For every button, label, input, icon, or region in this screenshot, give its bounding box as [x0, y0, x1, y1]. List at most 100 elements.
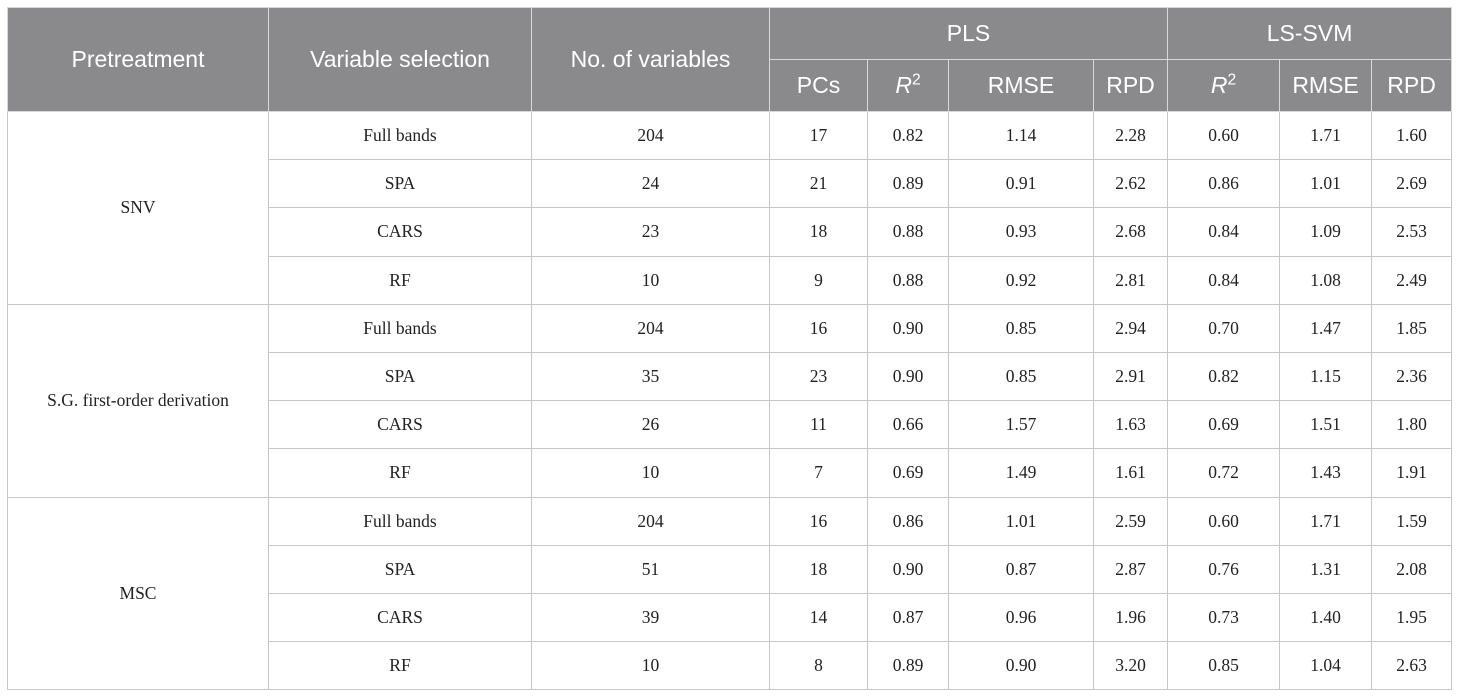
variable-selection-cell: CARS: [268, 400, 532, 450]
header-row-1: Pretreatment Variable selection No. of v…: [7, 7, 1453, 112]
pls-rpd-cell: 3.20: [1092, 641, 1169, 691]
no-of-variables-cell: 51: [531, 544, 770, 594]
svm-rmse-cell: 1.15: [1279, 351, 1373, 402]
pls-pcs-cell: 11: [769, 400, 868, 450]
header-pls-r2: R2: [867, 59, 949, 112]
pls-r2-cell: 0.90: [867, 351, 949, 402]
svm-rmse-cell: 1.08: [1279, 255, 1373, 305]
svm-rpd-cell: 1.60: [1371, 110, 1453, 161]
pls-pcs-cell: 9: [769, 255, 868, 305]
svm-rmse-cell: 1.01: [1279, 159, 1373, 209]
svm-r2-cell: 0.73: [1167, 592, 1281, 643]
svm-r2-cell: 0.84: [1167, 207, 1281, 257]
header-pretreatment: Pretreatment: [7, 7, 269, 112]
no-of-variables-cell: 10: [531, 255, 770, 305]
pls-r2-cell: 0.90: [867, 544, 949, 594]
pretreatment-cell: S.G. first-order derivation: [7, 303, 269, 498]
pretreatment-cell: MSC: [7, 496, 269, 691]
svm-rpd-cell: 2.36: [1371, 351, 1453, 402]
svm-r2-cell: 0.70: [1167, 303, 1281, 353]
pls-rpd-cell: 2.62: [1092, 159, 1169, 209]
svm-rmse-cell: 1.51: [1279, 400, 1373, 450]
pls-pcs-cell: 16: [769, 496, 868, 546]
pls-r2-cell: 0.86: [867, 496, 949, 546]
pls-rpd-cell: 1.63: [1092, 400, 1169, 450]
pls-rmse-cell: 0.85: [948, 351, 1094, 402]
pls-pcs-cell: 18: [769, 544, 868, 594]
pls-rmse-cell: 0.92: [948, 255, 1094, 305]
pls-rmse-cell: 0.91: [948, 159, 1094, 209]
pls-rmse-cell: 1.49: [948, 448, 1094, 498]
no-of-variables-cell: 204: [531, 110, 770, 161]
svm-r2-cell: 0.76: [1167, 544, 1281, 594]
table-row: MSC Full bands 204 16 0.86 1.01 2.59 0.60 1.71 1.…: [7, 496, 1453, 691]
pls-rpd-cell: 1.96: [1092, 592, 1169, 643]
variable-selection-cell: CARS: [268, 207, 532, 257]
svm-r2-cell: 0.82: [1167, 351, 1281, 402]
variable-selection-cell: RF: [268, 448, 532, 498]
pls-r2-cell: 0.88: [867, 207, 949, 257]
header-no-of-variables: No. of variables: [531, 7, 770, 112]
pls-pcs-cell: 21: [769, 159, 868, 209]
no-of-variables-cell: 24: [531, 159, 770, 209]
svm-r2-cell: 0.72: [1167, 448, 1281, 498]
table-body: SNV Full bands 204 17 0.82 1.14 2.28 0.60 1.71 1.…: [7, 110, 1453, 691]
table-row: CARS 39 14 0.87 0.96 1.96 0.73 1.40 1.95: [8, 592, 1453, 643]
variable-selection-cell: RF: [268, 641, 532, 691]
header-svm-r2: R2: [1167, 59, 1281, 112]
pls-rpd-cell: 2.91: [1092, 351, 1169, 402]
variable-selection-cell: Full bands: [268, 303, 532, 353]
variable-selection-cell: CARS: [268, 592, 532, 643]
svm-rpd-cell: 2.49: [1371, 255, 1453, 305]
svm-rmse-cell: 1.71: [1279, 496, 1373, 546]
pls-pcs-cell: 14: [769, 592, 868, 643]
svm-r2-cell: 0.60: [1167, 110, 1281, 161]
svm-rmse-cell: 1.09: [1279, 207, 1373, 257]
table-row: RF 10 9 0.88 0.92 2.81 0.84 1.08 2.49: [8, 255, 1453, 305]
pls-rmse-cell: 0.96: [948, 592, 1094, 643]
variable-selection-cell: Full bands: [268, 496, 532, 546]
pls-pcs-cell: 16: [769, 303, 868, 353]
pls-r2-cell: 0.88: [867, 255, 949, 305]
svm-rpd-cell: 1.59: [1371, 496, 1453, 546]
variable-selection-cell: RF: [268, 255, 532, 305]
pls-r2-cell: 0.66: [867, 400, 949, 450]
svm-r2-cell: 0.86: [1167, 159, 1281, 209]
pls-rmse-cell: 0.93: [948, 207, 1094, 257]
svm-rmse-cell: 1.04: [1279, 641, 1373, 691]
no-of-variables-cell: 23: [531, 207, 770, 257]
table-header: Pretreatment Variable selection No. of v…: [7, 7, 1453, 112]
table-row: RF 10 7 0.69 1.49 1.61 0.72 1.43 1.91: [8, 448, 1453, 498]
pls-pcs-cell: 17: [769, 110, 868, 161]
header-row-2: PCs R2 RMSE RPD R2 RMSE RPD: [8, 59, 1453, 112]
svm-rpd-cell: 1.85: [1371, 303, 1453, 353]
table-row: SNV Full bands 204 17 0.82 1.14 2.28 0.60 1.71 1.…: [7, 110, 1453, 305]
pls-rpd-cell: 1.61: [1092, 448, 1169, 498]
header-pls-rmse: RMSE: [948, 59, 1094, 112]
variable-selection-cell: Full bands: [268, 110, 532, 161]
svm-rpd-cell: 1.95: [1371, 592, 1453, 643]
no-of-variables-cell: 26: [531, 400, 770, 450]
svm-rmse-cell: 1.43: [1279, 448, 1373, 498]
pls-r2-cell: 0.90: [867, 303, 949, 353]
svm-r2-cell: 0.85: [1167, 641, 1281, 691]
no-of-variables-cell: 10: [531, 641, 770, 691]
header-svm-rmse: RMSE: [1279, 59, 1373, 112]
variable-selection-cell: SPA: [268, 159, 532, 209]
r2-base: R: [895, 72, 912, 98]
pls-rmse-cell: 1.57: [948, 400, 1094, 450]
svm-rmse-cell: 1.71: [1279, 110, 1373, 161]
header-pls-pcs: PCs: [769, 59, 868, 112]
svm-rmse-cell: 1.31: [1279, 544, 1373, 594]
pls-rmse-cell: 0.90: [948, 641, 1094, 691]
pls-rpd-cell: 2.59: [1092, 496, 1169, 546]
variable-selection-cell: SPA: [268, 351, 532, 402]
r2-superscript: 2: [911, 71, 921, 89]
r2-superscript: 2: [1227, 71, 1237, 89]
header-svm-rpd: RPD: [1371, 59, 1453, 112]
pls-r2-cell: 0.89: [867, 159, 949, 209]
header-lssvm: LS-SVM: [1167, 7, 1453, 60]
pls-rmse-cell: 0.87: [948, 544, 1094, 594]
pls-pcs-cell: 18: [769, 207, 868, 257]
no-of-variables-cell: 39: [531, 592, 770, 643]
